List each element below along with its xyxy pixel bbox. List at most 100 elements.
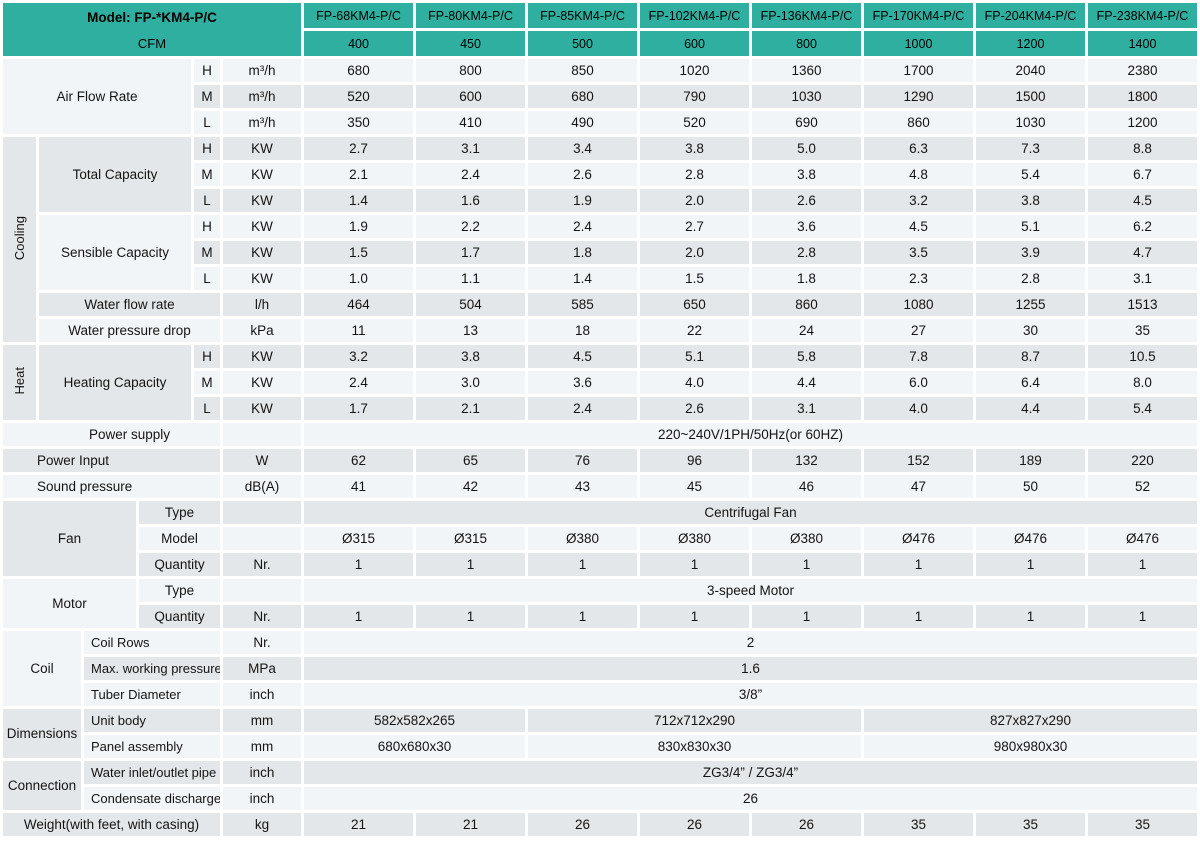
value-cell: 42 — [416, 475, 525, 498]
cfm-value-header: 800 — [752, 31, 861, 56]
header-model-row: Model: FP-*KM4-P/C CFM FP-68KM4-P/C FP-80… — [3, 3, 1197, 56]
speed-label: L — [194, 111, 220, 134]
unit-cell: mm — [223, 709, 301, 732]
value-cell: 4.5 — [1088, 189, 1197, 212]
value-cell: 6.7 — [1088, 163, 1197, 186]
value-cell: 10.5 — [1088, 345, 1197, 368]
row-label-power-supply: Power supply — [3, 423, 220, 446]
value-cell: 11 — [304, 319, 413, 342]
value-cell: 690 — [752, 111, 861, 134]
value-cell: 1 — [752, 553, 861, 576]
value-cell: 2.7 — [640, 215, 749, 238]
table-row: M KW 2.1 2.4 2.6 2.8 3.8 4.8 5.4 6.7 — [3, 163, 1197, 186]
unit-cell: KW — [223, 345, 301, 368]
row-label-heating-capacity: Heating Capacity — [39, 345, 191, 420]
table-row: Heat Heating Capacity H KW 3.2 3.8 4.5 5.1 5… — [3, 345, 1197, 420]
unit-cell: m³/h — [223, 59, 301, 82]
table-row: Cooling Total Capacity H KW 2.7 3.1 3.4 3.8… — [3, 137, 1197, 342]
cfm-value-header: 1400 — [1088, 31, 1197, 56]
table-row: Model Ø315 Ø315 Ø380 Ø380 Ø380 Ø476 Ø476 Ø476 — [3, 527, 1197, 550]
unit-body-group-2: 712x712x290 — [528, 709, 861, 732]
value-cell: 3.2 — [864, 189, 973, 212]
unit-cell: Nr. — [223, 553, 301, 576]
value-cell: 45 — [640, 475, 749, 498]
unit-cell: KW — [223, 189, 301, 212]
value-cell: Ø315 — [304, 527, 413, 550]
model-name-header: FP-102KM4-P/C — [640, 3, 749, 28]
row-label-power-input: Power Input — [3, 449, 220, 472]
value-cell: 490 — [528, 111, 637, 134]
value-cell: 2.4 — [416, 163, 525, 186]
sub-label-motor-quantity: Quantity — [139, 605, 220, 628]
row-label-total-capacity: Total Capacity — [39, 137, 191, 212]
value-cell: 1513 — [1088, 293, 1197, 316]
value-cell: 8.7 — [976, 345, 1085, 368]
unit-cell-empty — [223, 501, 301, 524]
value-cell: 3.8 — [640, 137, 749, 160]
value-cell: Ø380 — [752, 527, 861, 550]
value-cell: 1.9 — [528, 189, 637, 212]
table-row: Condensate discharge inch 26 — [3, 787, 1197, 810]
model-name-header: FP-68KM4-P/C — [304, 3, 413, 28]
value-cell: 24 — [752, 319, 861, 342]
row-label-motor: Motor — [3, 579, 136, 628]
value-cell: 21 — [304, 813, 413, 836]
speed-label: H — [194, 59, 220, 82]
row-label-water-pressure-drop: Water pressure drop — [39, 319, 220, 342]
unit-cell: m³/h — [223, 111, 301, 134]
value-cell: 13 — [416, 319, 525, 342]
value-cell: 3.9 — [976, 241, 1085, 264]
value-cell: 1 — [640, 605, 749, 628]
sub-label-condensate: Condensate discharge — [84, 787, 220, 810]
value-cell: 4.5 — [528, 345, 637, 368]
unit-cell: KW — [223, 397, 301, 420]
model-label: Model: FP-*KM4-P/C — [87, 9, 217, 25]
cfm-value-header: 600 — [640, 31, 749, 56]
unit-cell: W — [223, 449, 301, 472]
value-cell: 1.4 — [304, 189, 413, 212]
sub-label-water-pipe: Water inlet/outlet pipe — [84, 761, 220, 784]
value-cell: 1.5 — [640, 267, 749, 290]
unit-cell: inch — [223, 761, 301, 784]
unit-cell-empty — [223, 527, 301, 550]
value-cell: 220 — [1088, 449, 1197, 472]
value-cell: Ø476 — [864, 527, 973, 550]
value-cell: 1 — [864, 553, 973, 576]
table-row: L KW 1.7 2.1 2.4 2.6 3.1 4.0 4.4 5.4 — [3, 397, 1197, 420]
value-cell: 22 — [640, 319, 749, 342]
value-cell: 1 — [752, 605, 861, 628]
cfm-label: CFM — [137, 35, 167, 51]
model-name-header: FP-204KM4-P/C — [976, 3, 1085, 28]
condensate-value: 26 — [304, 787, 1197, 810]
value-cell: 26 — [752, 813, 861, 836]
value-cell: 5.1 — [976, 215, 1085, 238]
value-cell: 1 — [976, 605, 1085, 628]
unit-cell: l/h — [223, 293, 301, 316]
value-cell: 1.5 — [304, 241, 413, 264]
model-name-header: FP-170KM4-P/C — [864, 3, 973, 28]
value-cell: 189 — [976, 449, 1085, 472]
value-cell: 30 — [976, 319, 1085, 342]
panel-assembly-group-3: 980x980x30 — [864, 735, 1197, 758]
table-row: Max. working pressure MPa 1.6 — [3, 657, 1197, 680]
value-cell: 1.9 — [304, 215, 413, 238]
value-cell: 4.5 — [864, 215, 973, 238]
sub-label-max-working-pressure: Max. working pressure — [84, 657, 220, 680]
value-cell: 26 — [528, 813, 637, 836]
value-cell: 1030 — [976, 111, 1085, 134]
value-cell: 65 — [416, 449, 525, 472]
value-cell: 680 — [528, 85, 637, 108]
value-cell: 1 — [1088, 605, 1197, 628]
value-cell: Ø380 — [528, 527, 637, 550]
row-label-fan: Fan — [3, 501, 136, 576]
value-cell: 860 — [752, 293, 861, 316]
value-cell: 1 — [528, 605, 637, 628]
cfm-value-header: 500 — [528, 31, 637, 56]
table-row: M m³/h 520 600 680 790 1030 1290 1500 1800 — [3, 85, 1197, 108]
value-cell: 5.0 — [752, 137, 861, 160]
table-row: Weight(with feet, with casing) kg 21 21 26… — [3, 813, 1197, 836]
table-row: Sound pressure dB(A) 41 42 43 45 46 47 50 52 — [3, 475, 1197, 498]
speed-label: M — [194, 163, 220, 186]
value-cell: 600 — [416, 85, 525, 108]
